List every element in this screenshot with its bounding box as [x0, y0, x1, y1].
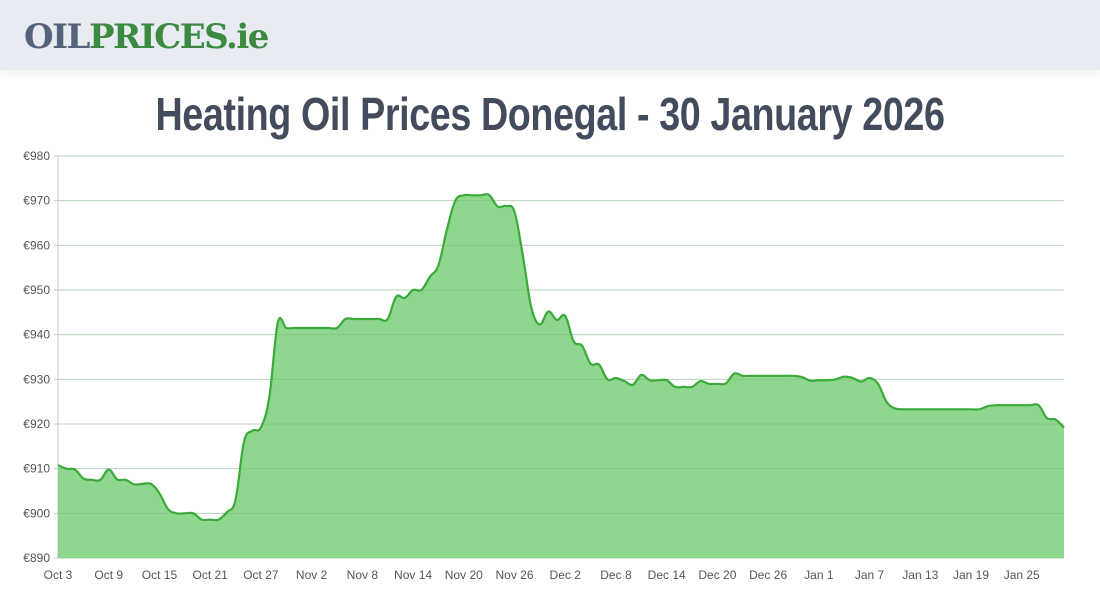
x-tick-label: Dec 8 [600, 568, 632, 582]
x-tick-label: Dec 26 [749, 568, 787, 582]
price-line[interactable] [57, 193, 1065, 522]
x-tick-label: Oct 9 [94, 568, 123, 582]
chart-gridlines-overlay [54, 155, 1064, 559]
y-tick-label: €950 [23, 283, 50, 297]
logo-text-oil: OIL [24, 17, 90, 57]
x-axis-labels: Oct 3 Oct 9 Oct 15 Oct 21 Oct 27 Nov 2 Nov 8 No… [44, 568, 1040, 582]
x-tick-label: Jan 19 [953, 568, 989, 582]
x-tick-label: Jan 1 [804, 568, 834, 582]
x-tick-label: Nov 8 [347, 568, 379, 582]
x-tick-label: Jan 25 [1004, 568, 1040, 582]
y-tick-label: €940 [23, 328, 50, 342]
y-tick-label: €960 [23, 238, 50, 252]
x-tick-label: Dec 14 [648, 568, 686, 582]
site-header: OILPRICES.ie [0, 0, 1100, 70]
y-tick-label: €900 [23, 506, 50, 520]
x-tick-label: Nov 14 [394, 568, 432, 582]
x-tick-label: Dec 2 [550, 568, 582, 582]
y-tick-label: €920 [23, 417, 50, 431]
logo-text-prices: PRICES.ie [88, 17, 269, 57]
x-tick-label: Oct 27 [243, 568, 279, 582]
x-tick-label: Nov 2 [296, 568, 328, 582]
site-logo[interactable]: OILPRICES.ie [24, 17, 269, 57]
y-tick-label: €980 [23, 149, 50, 163]
x-tick-label: Nov 26 [495, 568, 533, 582]
price-area-fill [58, 194, 1064, 558]
x-tick-label: Dec 20 [698, 568, 736, 582]
x-tick-label: Oct 21 [192, 568, 228, 582]
x-tick-label: Oct 15 [142, 568, 178, 582]
page-title: Heating Oil Prices Donegal - 30 January … [155, 88, 945, 140]
x-tick-label: Oct 3 [44, 568, 73, 582]
y-axis-labels: €980 €970 €960 €950 €940 €930 €920 €910 €900 €890 [23, 149, 50, 565]
y-tick-label: €910 [23, 462, 50, 476]
y-tick-label: €930 [23, 372, 50, 386]
x-tick-label: Nov 20 [445, 568, 483, 582]
x-tick-label: Jan 13 [902, 568, 938, 582]
y-tick-label: €890 [23, 551, 50, 565]
x-tick-label: Jan 7 [855, 568, 885, 582]
y-tick-label: €970 [23, 194, 50, 208]
